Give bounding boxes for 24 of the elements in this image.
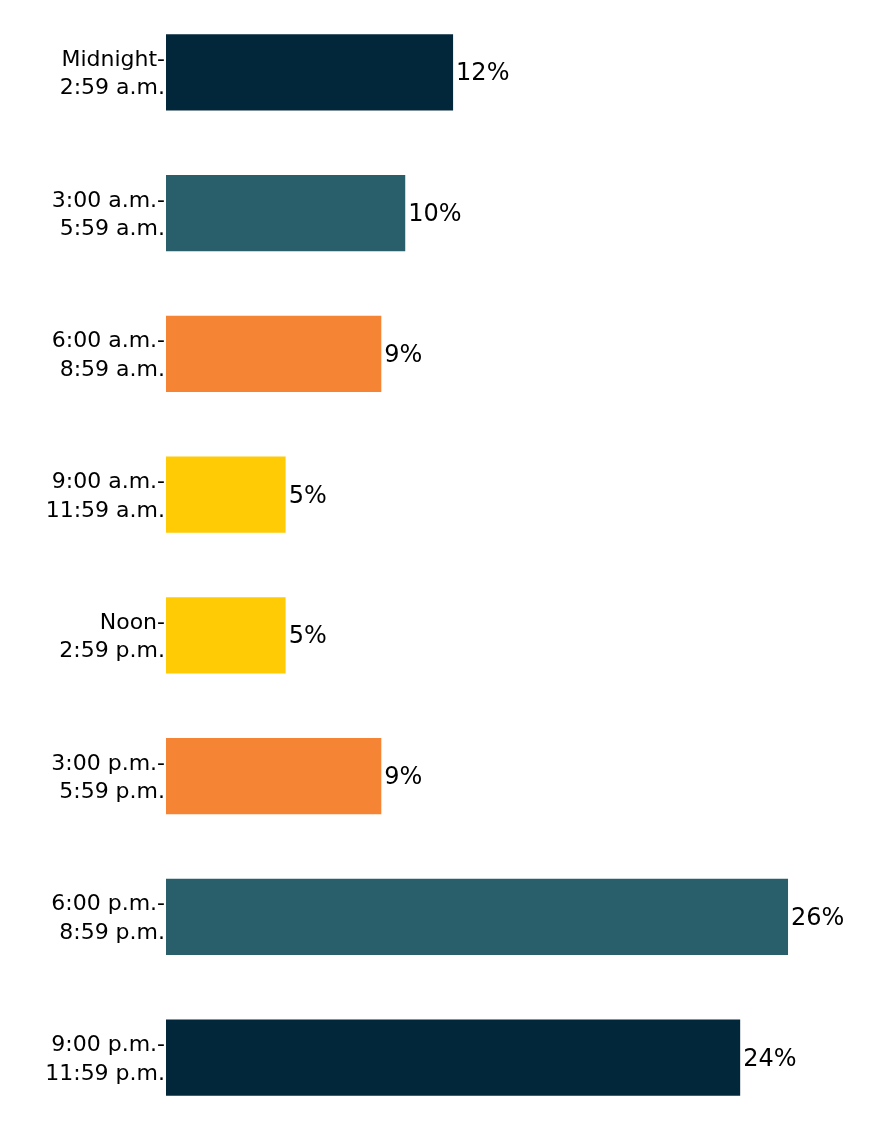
bar bbox=[166, 175, 406, 252]
bar bbox=[166, 315, 382, 392]
y-tick-label: Midnight- 2:59 a.m. bbox=[59, 45, 165, 100]
y-tick-label: 6:00 p.m.- 8:59 p.m. bbox=[51, 890, 165, 944]
data-label: 10% bbox=[408, 199, 462, 228]
data-label: 9% bbox=[384, 339, 423, 368]
bar bbox=[166, 878, 789, 955]
data-label: 24% bbox=[743, 1043, 797, 1072]
y-tick-label: 3:00 p.m.- 5:59 p.m. bbox=[51, 749, 165, 804]
bar bbox=[166, 1019, 741, 1096]
data-label: 9% bbox=[384, 762, 423, 791]
bar bbox=[166, 597, 286, 674]
y-tick-label: Noon- 2:59 p.m. bbox=[59, 608, 165, 663]
data-label: 5% bbox=[288, 480, 327, 509]
y-tick-label: 9:00 p.m.- 11:59 p.m. bbox=[45, 1031, 165, 1085]
bar bbox=[166, 738, 382, 815]
y-tick-label: 9:00 a.m.- 11:59 a.m. bbox=[45, 468, 165, 522]
data-label: 26% bbox=[791, 902, 845, 931]
data-label: 5% bbox=[288, 621, 327, 650]
y-tick-label: 3:00 a.m.- 5:59 a.m. bbox=[51, 186, 165, 241]
y-tick-label: 6:00 a.m.- 8:59 a.m. bbox=[51, 327, 165, 381]
bar bbox=[166, 34, 454, 111]
data-label: 12% bbox=[456, 58, 510, 87]
bar bbox=[166, 456, 286, 533]
